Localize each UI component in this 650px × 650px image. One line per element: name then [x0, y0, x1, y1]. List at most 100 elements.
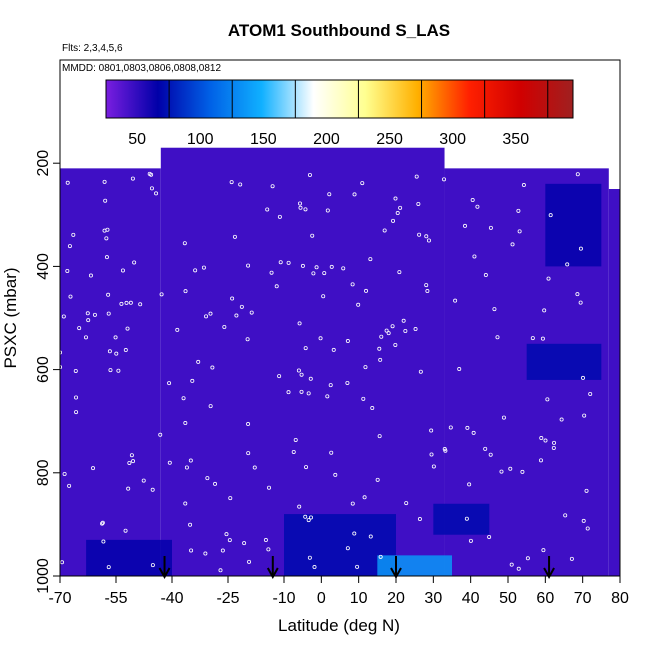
sample-point	[362, 495, 367, 500]
sample-point	[102, 179, 107, 184]
heatmap-region	[86, 539, 172, 576]
x-tick-label: 30	[424, 590, 442, 607]
sample-point	[91, 466, 96, 471]
sample-point	[404, 501, 409, 506]
sample-point	[565, 262, 570, 267]
sample-point	[77, 326, 82, 331]
sample-point	[384, 328, 389, 333]
sample-point	[541, 548, 546, 553]
sample-point	[328, 383, 333, 388]
sample-point	[129, 453, 134, 458]
sample-point	[377, 346, 382, 351]
sample-point	[205, 476, 210, 481]
x-axis-label: Latitude (deg N)	[278, 616, 400, 635]
sample-point	[116, 368, 121, 373]
x-tick-label: 80	[611, 590, 629, 607]
sample-point	[442, 447, 447, 452]
colorbar-bar	[105, 79, 574, 119]
flights-annotation: Flts: 2,3,4,5,6	[62, 43, 123, 54]
sample-point	[67, 244, 72, 249]
sample-point	[141, 478, 146, 483]
sample-point	[508, 466, 513, 471]
x-tick-label: 70	[574, 590, 592, 607]
sample-point	[510, 242, 515, 247]
sample-point	[472, 254, 477, 259]
sample-point	[104, 255, 109, 260]
colorbar-tick-label: 200	[313, 131, 340, 148]
sample-point	[391, 218, 396, 223]
sample-point	[296, 368, 301, 373]
sample-point	[159, 292, 164, 297]
sample-point	[127, 460, 132, 465]
sample-point	[67, 483, 72, 488]
flight-markers	[158, 556, 555, 580]
sample-point	[274, 284, 279, 289]
sample-point	[429, 428, 434, 433]
sample-point	[578, 246, 583, 251]
mmdd-annotation: MMDD: 0801,0803,0806,0808,0812	[62, 63, 221, 74]
sample-point	[393, 196, 398, 201]
sample-point	[158, 432, 163, 437]
x-tick-label: 60	[536, 590, 554, 607]
sample-point	[448, 425, 453, 430]
sample-point	[246, 422, 251, 427]
sample-point	[414, 174, 419, 179]
sample-point	[355, 564, 360, 569]
sample-point	[378, 554, 383, 559]
x-tick-label: 50	[499, 590, 517, 607]
sample-point	[306, 518, 311, 523]
sample-point	[123, 528, 128, 533]
sample-point	[542, 308, 547, 313]
sample-point	[539, 436, 544, 441]
flight-marker-arrow	[543, 567, 555, 580]
colorbar-tick-label: 100	[187, 131, 214, 148]
sample-point	[345, 546, 350, 551]
sample-point	[397, 270, 402, 275]
sample-point	[131, 459, 136, 464]
sample-point	[361, 396, 366, 401]
sample-point	[540, 336, 545, 341]
heatmap-cell	[160, 147, 445, 576]
sample-point	[581, 518, 586, 523]
sample-point	[580, 375, 585, 380]
sample-point	[249, 310, 254, 315]
sample-point	[188, 522, 193, 527]
sample-point	[239, 304, 244, 309]
sample-point	[322, 271, 327, 276]
sample-point	[368, 534, 373, 539]
heatmap-region	[545, 183, 602, 267]
sample-point	[401, 318, 406, 323]
y-tick-label: 400	[35, 253, 52, 280]
sample-point	[128, 300, 133, 305]
sample-point	[492, 307, 497, 312]
sample-point	[229, 180, 234, 185]
x-tick-label: -55	[104, 590, 127, 607]
sample-point	[487, 534, 492, 539]
sample-point	[509, 562, 514, 567]
sample-point	[297, 504, 302, 509]
sample-point	[182, 241, 187, 246]
x-tick-label: 40	[462, 590, 480, 607]
sample-point	[416, 201, 421, 206]
sample-point	[119, 301, 124, 306]
sample-point	[269, 270, 274, 275]
sample-point	[303, 346, 308, 351]
sample-point	[234, 313, 239, 318]
sample-point	[270, 184, 275, 189]
x-tick-label: -40	[160, 590, 183, 607]
sample-point	[120, 268, 125, 273]
sample-point	[167, 381, 172, 386]
sample-point	[300, 263, 305, 268]
chart-title: ATOM1 Southbound S_LAS	[228, 21, 450, 40]
colorbar-tick-label: 350	[502, 131, 529, 148]
sample-point	[575, 292, 580, 297]
sample-point	[149, 186, 154, 191]
sample-point	[525, 556, 530, 561]
sample-point	[516, 208, 521, 213]
sample-point	[190, 378, 195, 383]
sample-point	[125, 326, 130, 331]
sample-point	[464, 516, 469, 521]
sample-point	[377, 434, 382, 439]
sample-point	[224, 532, 229, 537]
